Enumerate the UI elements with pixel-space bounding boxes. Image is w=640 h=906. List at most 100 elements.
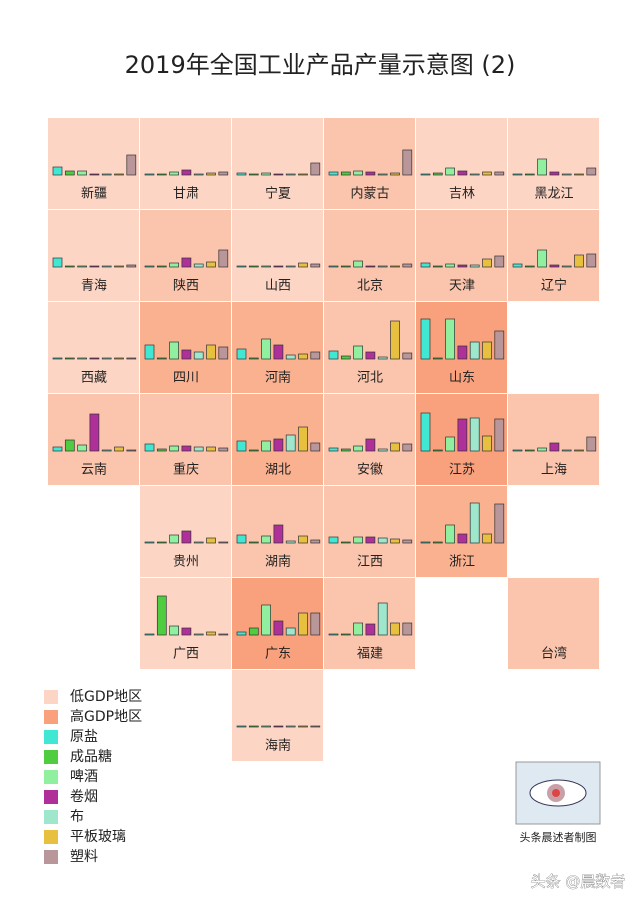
- bar: [298, 426, 308, 452]
- bar: [64, 439, 75, 452]
- bar: [445, 524, 455, 544]
- bar: [377, 356, 388, 360]
- bar: [114, 357, 124, 360]
- bar: [390, 538, 400, 544]
- bar: [169, 445, 179, 452]
- region-tile: [324, 118, 415, 209]
- bar: [77, 357, 87, 360]
- bar: [273, 524, 284, 544]
- bar: [181, 257, 192, 268]
- bar: [218, 249, 229, 268]
- bar: [561, 265, 572, 268]
- legend-label: 平板玻璃: [70, 828, 126, 845]
- region-label: 西藏: [81, 371, 107, 386]
- bar: [77, 170, 87, 176]
- bar: [586, 167, 597, 176]
- bar: [52, 446, 63, 452]
- bar: [261, 172, 271, 176]
- bar: [561, 449, 572, 452]
- region-label: 广西: [173, 647, 199, 662]
- bar: [445, 167, 455, 176]
- bar: [285, 434, 296, 452]
- bar: [273, 438, 284, 452]
- bar: [445, 263, 455, 268]
- bar: [420, 412, 431, 452]
- legend-label: 成品糖: [70, 749, 112, 765]
- bar: [353, 260, 363, 268]
- region-label: 海南: [265, 738, 291, 754]
- bar: [298, 612, 308, 636]
- bar: [248, 449, 259, 452]
- bar: [353, 345, 363, 360]
- bar: [156, 595, 167, 636]
- bar: [390, 622, 400, 636]
- bar: [432, 541, 443, 544]
- bar: [586, 253, 597, 268]
- bar: [328, 447, 339, 452]
- bar: [549, 442, 560, 452]
- region-tile: [140, 210, 231, 301]
- region-label: 天津: [449, 279, 475, 294]
- bar: [248, 173, 259, 176]
- bar: [310, 162, 321, 176]
- bar: [218, 633, 229, 636]
- watermark: 头条 @晨数者: [531, 873, 626, 891]
- bar: [353, 445, 363, 452]
- bar: [574, 173, 584, 176]
- legend-label: 塑料: [70, 849, 98, 865]
- bar: [310, 725, 321, 728]
- bar: [206, 172, 216, 176]
- bar: [328, 265, 339, 268]
- bar: [236, 440, 247, 452]
- bar: [574, 254, 584, 268]
- bar: [298, 173, 308, 176]
- bar: [126, 449, 137, 452]
- bar: [206, 446, 216, 452]
- legend-swatch: [44, 790, 58, 804]
- bar: [432, 172, 443, 176]
- region-tile: [48, 118, 139, 209]
- bar: [537, 447, 547, 452]
- bar: [377, 173, 388, 176]
- bar: [402, 352, 413, 360]
- bar: [206, 261, 216, 268]
- chart-title: 2019年全国工业产品产量示意图 (2): [125, 51, 516, 79]
- bar: [261, 338, 271, 360]
- region-label: 甘肃: [173, 187, 199, 202]
- bar: [457, 264, 468, 268]
- bar: [457, 170, 468, 176]
- bar: [574, 449, 584, 452]
- legend-swatch: [44, 850, 58, 864]
- bar: [169, 625, 179, 636]
- region-tile: [324, 486, 415, 577]
- bar: [494, 330, 505, 360]
- bar: [402, 539, 413, 544]
- bar: [144, 265, 155, 268]
- bar: [101, 357, 112, 360]
- bar: [377, 537, 388, 544]
- bar: [512, 173, 523, 176]
- bar: [248, 265, 259, 268]
- legend-swatch: [44, 710, 58, 724]
- region-label: 上海: [541, 463, 567, 478]
- region-tile: [416, 210, 507, 301]
- region-label: 福建: [357, 647, 383, 662]
- region-tile: [508, 578, 599, 669]
- bar: [340, 541, 351, 544]
- region-tile: [508, 118, 599, 209]
- region-tile: [48, 210, 139, 301]
- bar: [156, 541, 167, 544]
- bar: [169, 262, 179, 268]
- bar: [310, 263, 321, 268]
- bar: [537, 249, 547, 268]
- bar: [273, 344, 284, 360]
- legend-swatch: [44, 830, 58, 844]
- bar: [469, 417, 480, 452]
- bar: [445, 318, 455, 360]
- bar: [328, 171, 339, 176]
- bar: [144, 541, 155, 544]
- bar: [144, 344, 155, 360]
- bar: [89, 173, 100, 176]
- region-label: 安徽: [357, 463, 383, 478]
